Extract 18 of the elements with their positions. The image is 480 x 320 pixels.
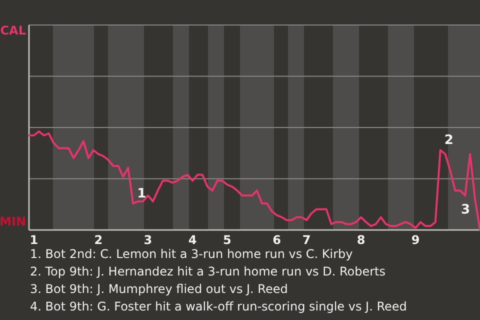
text: 4. Bot 9th: G. Foster hit a walk-off run-scoring single vs J. Reed — [30, 300, 407, 314]
x-tick-label: 4 — [188, 233, 197, 247]
x-tick-label: 6 — [272, 233, 281, 247]
x-tick-label: 7 — [302, 233, 311, 247]
x-tick-label: 9 — [411, 233, 420, 247]
text: 1. Bot 2nd: C. Lemon hit a 3-run home run vs C. Kirby — [30, 247, 353, 261]
annotation: 3 — [460, 202, 470, 218]
text: MIN — [0, 214, 26, 228]
x-tick-label: 1 — [30, 233, 38, 247]
text: CAL — [0, 23, 26, 38]
x-tick-label: 2 — [94, 233, 103, 247]
text: 2. Top 9th: J. Hernandez hit a 3-run home run vs D. Roberts — [30, 264, 386, 278]
x-tick-label: 5 — [223, 233, 232, 247]
annotation: 1 — [137, 186, 146, 202]
annotation: 2 — [444, 133, 454, 148]
x-tick-label: 3 — [144, 233, 152, 247]
x-tick-label: 8 — [356, 233, 366, 247]
text: 3. Bot 9th: J. Mumphrey flied out vs J. Reed — [30, 282, 288, 296]
